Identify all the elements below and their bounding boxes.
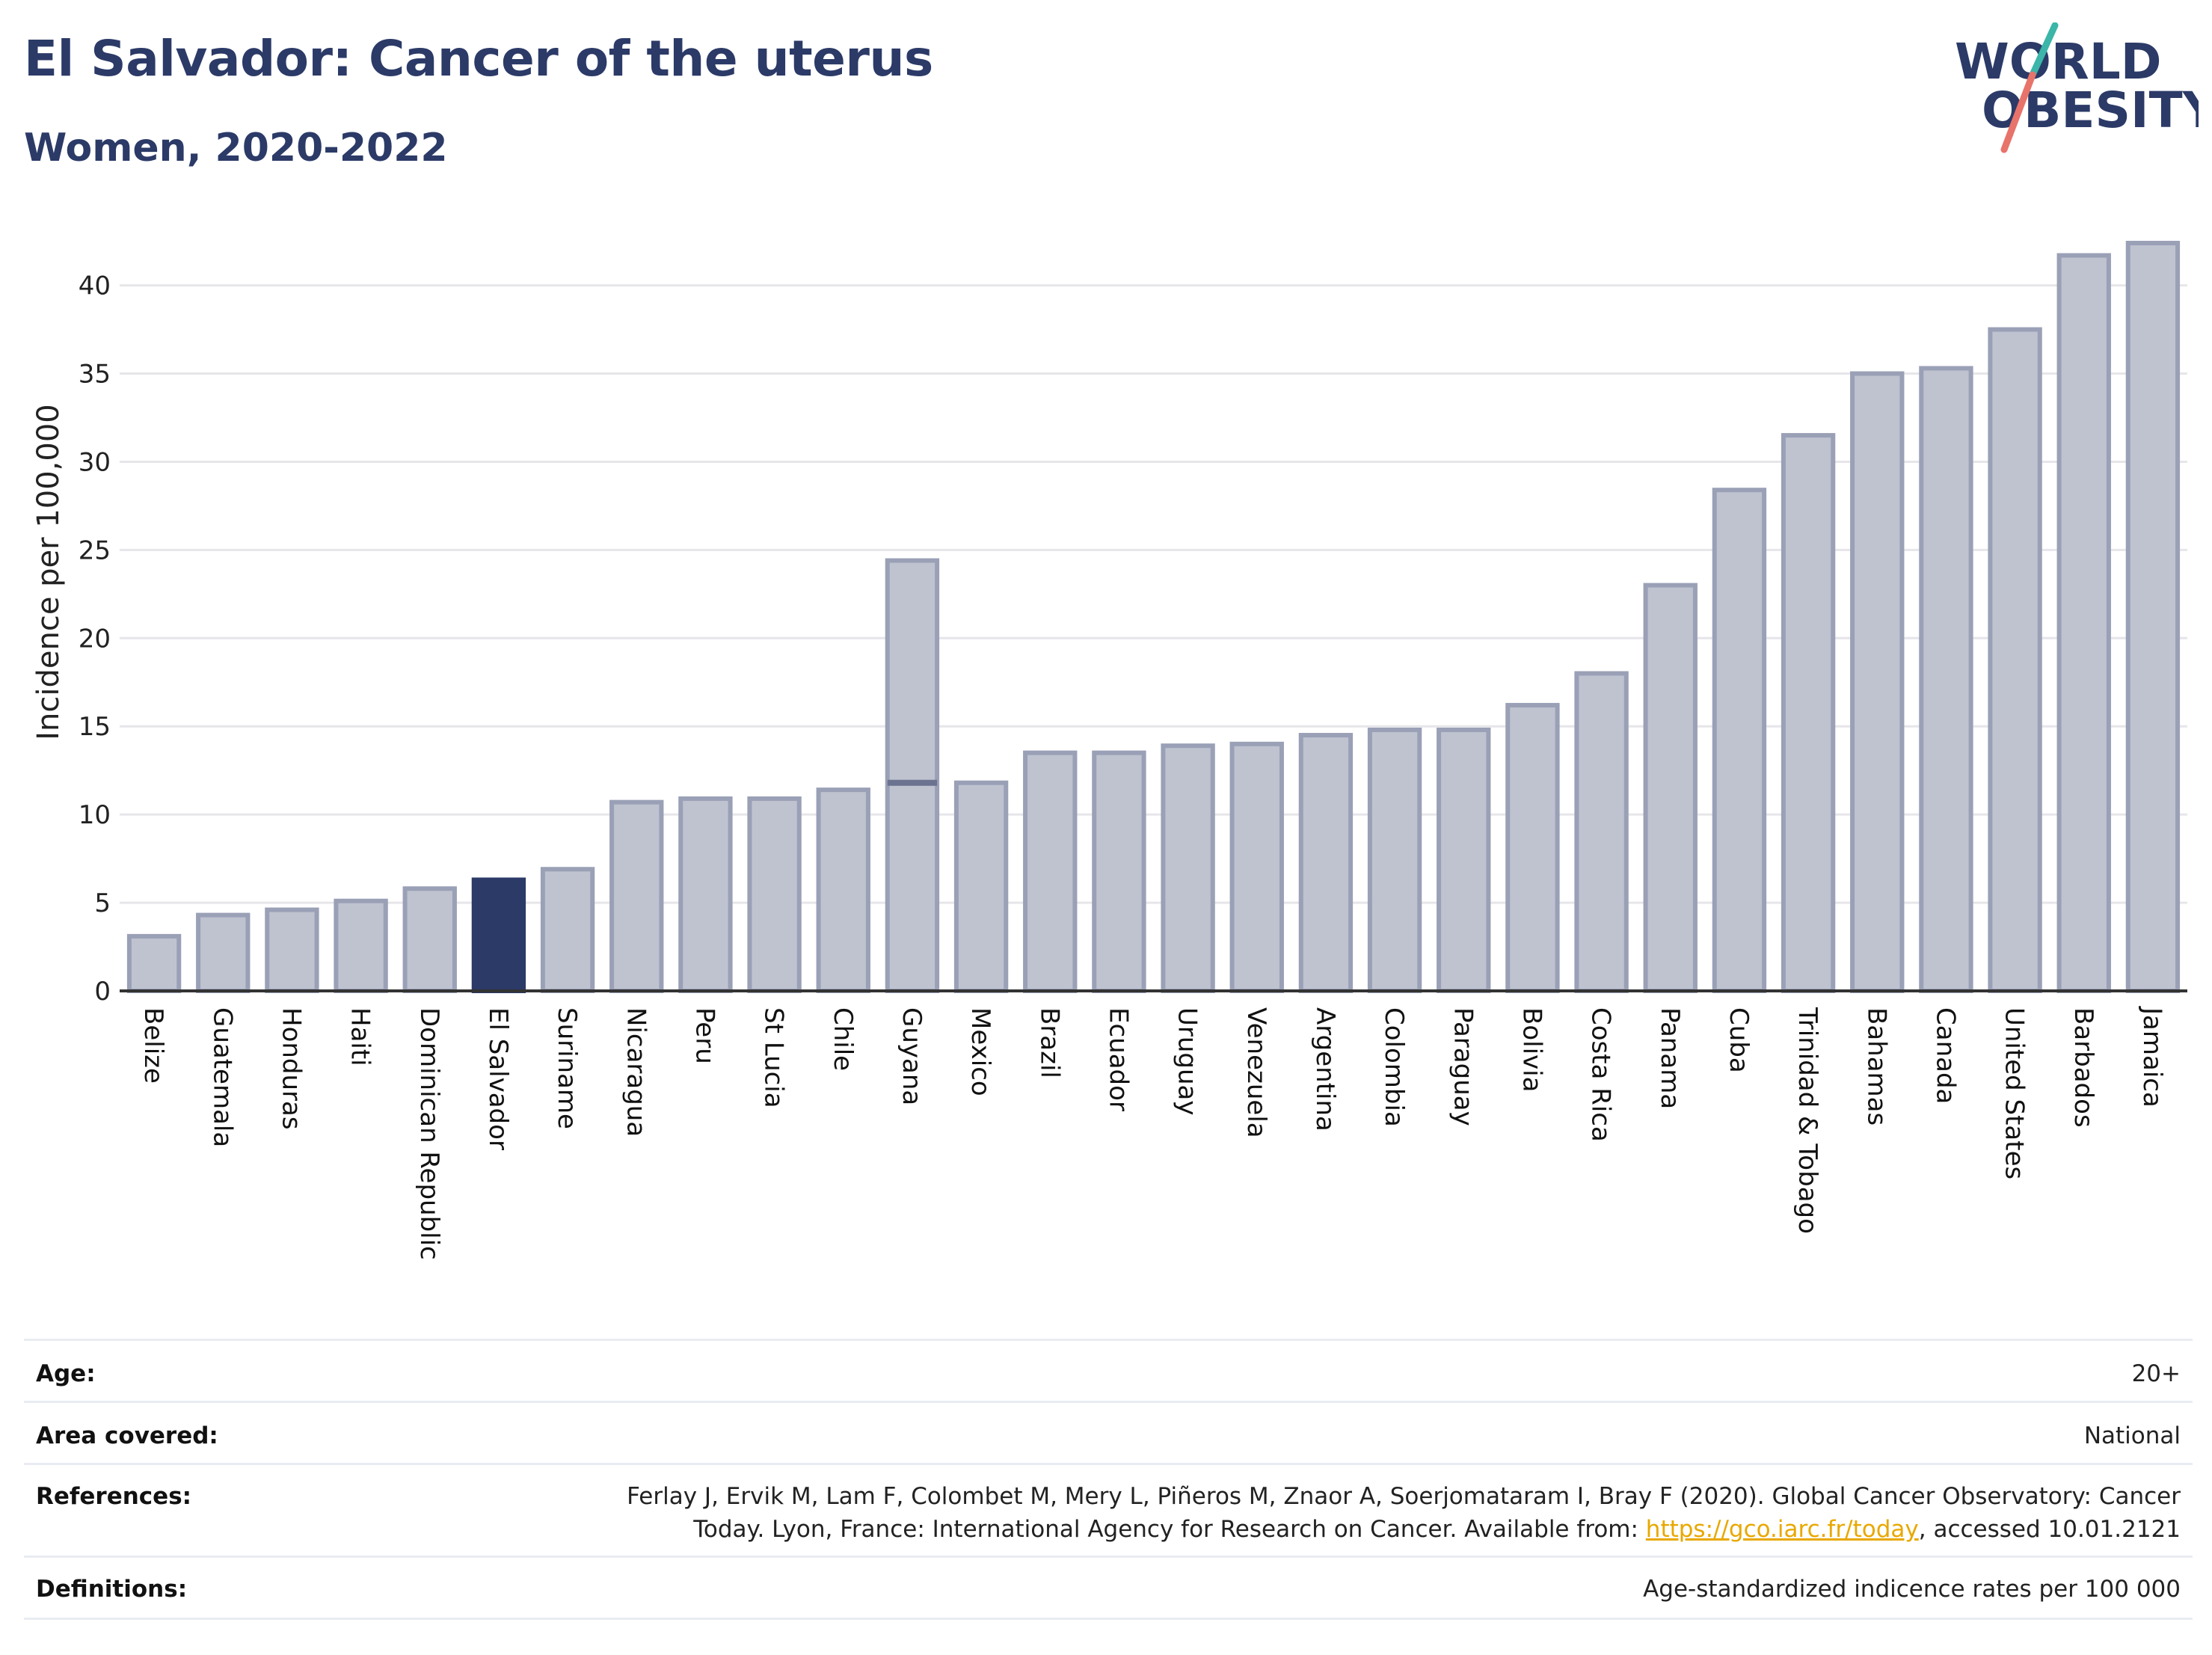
x-tick-label: Barbados (2068, 1007, 2098, 1128)
bar (1092, 750, 1146, 993)
y-tick-label: 35 (79, 360, 111, 390)
bar (1161, 743, 1215, 993)
bar (885, 558, 940, 993)
meta-area-label: Area covered: (36, 1422, 218, 1449)
x-tick-label: Panama (1655, 1007, 1685, 1109)
meta-area-value: National (2083, 1422, 2181, 1449)
x-tick-label: Peru (689, 1007, 719, 1064)
bar (1574, 671, 1629, 993)
reference-line-2: Today. Lyon, France: International Agenc… (311, 1513, 2181, 1546)
chart-title: El Salvador: Cancer of the uterus (24, 30, 933, 87)
meta-age-value: 20+ (2131, 1360, 2181, 1387)
meta-row-age: Age: 20+ (24, 1339, 2193, 1403)
bar (953, 780, 1009, 993)
y-tick-label: 0 (94, 977, 111, 1007)
chart-subtitle: Women, 2020-2022 (24, 126, 448, 171)
bar (1988, 327, 2042, 993)
y-tick-label: 25 (79, 535, 111, 565)
bar (196, 912, 251, 994)
meta-row-definitions: Definitions: Age-standardized indicence … (24, 1556, 2193, 1620)
x-tick-label: Canada (1930, 1007, 1960, 1104)
bar (1437, 727, 1491, 994)
x-tick-label: Suriname (552, 1007, 582, 1129)
meta-row-area: Area covered: National (24, 1401, 2193, 1465)
y-tick-label: 20 (79, 624, 111, 654)
x-tick-label: Belize (138, 1007, 168, 1084)
x-tick-label: St Lucia (759, 1007, 789, 1108)
reference-line-2-prefix: Today. Lyon, France: International Agenc… (693, 1516, 1646, 1543)
metadata-table: Age: 20+ Area covered: National Referenc… (24, 1339, 2193, 1638)
x-tick-label: Uruguay (1173, 1007, 1202, 1116)
x-tick-label: El Salvador (483, 1007, 513, 1150)
x-tick-label: Bahamas (1861, 1007, 1891, 1126)
x-tick-label: Brazil (1034, 1007, 1064, 1078)
bar (609, 799, 664, 993)
meta-references-label: References: (36, 1483, 192, 1510)
x-tick-label: Argentina (1310, 1007, 1340, 1132)
bar (1367, 727, 1422, 994)
x-tick-label: Guatemala (207, 1007, 237, 1147)
x-tick-label: Colombia (1379, 1007, 1409, 1127)
logo-slash-top (2029, 22, 2059, 79)
bar (2125, 241, 2181, 993)
meta-definitions-value: Age-standardized indicence rates per 100… (1643, 1576, 2181, 1603)
x-tick-label: United States (2000, 1007, 2030, 1179)
bar (1850, 371, 1905, 993)
reference-line-2-suffix: , accessed 10.01.2121 (1918, 1516, 2181, 1543)
x-tick-label: Paraguay (1448, 1007, 1478, 1126)
x-tick-label: Trinidad & Tobago (1792, 1007, 1822, 1234)
x-tick-label: Nicaragua (621, 1007, 651, 1137)
y-axis-label: Incidence per 100,000 (31, 404, 66, 740)
bar (126, 933, 182, 994)
bar (265, 907, 319, 993)
x-tick-label: Cuba (1724, 1007, 1754, 1073)
bar (816, 787, 870, 993)
bar (747, 796, 802, 994)
meta-definitions-label: Definitions: (36, 1576, 188, 1603)
bar (471, 877, 526, 993)
meta-age-label: Age: (36, 1360, 96, 1387)
y-tick-label: 40 (79, 271, 111, 301)
bar (402, 886, 457, 993)
y-tick-label: 5 (94, 888, 111, 918)
x-tick-label: Guyana (897, 1007, 927, 1105)
reference-link[interactable]: https://gco.iarc.fr/today (1645, 1516, 1919, 1543)
x-tick-label: Mexico (965, 1007, 995, 1096)
logo-line1: WORLD (1955, 33, 2162, 90)
y-tick-label: 30 (79, 447, 111, 477)
bar (1781, 433, 1836, 993)
bar (1919, 366, 1973, 993)
x-tick-label: Bolivia (1517, 1007, 1546, 1092)
x-tick-label: Venezuela (1241, 1007, 1271, 1138)
world-obesity-logo: WORLD OBESITY (1955, 22, 2199, 153)
bar (2056, 253, 2111, 993)
bar (540, 867, 595, 994)
bar (1229, 741, 1284, 994)
bar (1505, 702, 1560, 993)
x-tick-label: Costa Rica (1586, 1007, 1616, 1142)
reference-line-1: Ferlay J, Ervik M, Lam F, Colombet M, Me… (627, 1483, 2181, 1510)
y-tick-label: 10 (79, 800, 111, 830)
logo-slash-bottom (2000, 71, 2036, 153)
x-tick-label: Honduras (276, 1007, 306, 1130)
x-tick-label: Chile (828, 1007, 858, 1071)
meta-references-value: Ferlay J, Ervik M, Lam F, Colombet M, Me… (311, 1480, 2181, 1546)
x-tick-label: Jamaica (2137, 1006, 2167, 1108)
x-tick-label: Ecuador (1103, 1007, 1133, 1111)
bar-chart: 0 5 10 15 20 25 30 35 40 Incidence per 100,000 Bel… (31, 241, 2187, 1260)
meta-row-references: References: Ferlay J, Ervik M, Lam F, Co… (24, 1463, 2193, 1558)
x-tick-label: Haiti (345, 1007, 375, 1066)
y-tick-label: 15 (79, 712, 111, 742)
x-tick-label: Dominican Republic (414, 1007, 444, 1260)
bar (1023, 750, 1078, 993)
bar (1643, 583, 1698, 993)
bar (1298, 733, 1354, 993)
bar (678, 796, 733, 994)
bar (334, 898, 388, 994)
bar (1712, 488, 1767, 993)
meta-bottom-rule (24, 1618, 2193, 1620)
